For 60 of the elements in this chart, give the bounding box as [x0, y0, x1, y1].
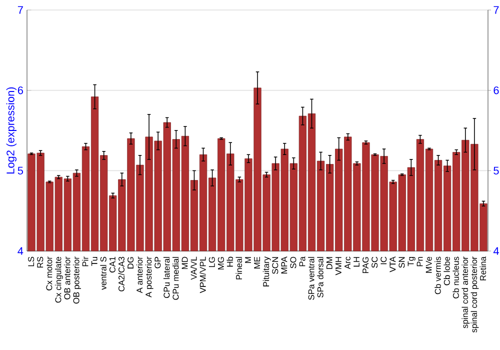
x-tick-label: ME	[254, 256, 260, 268]
x-tick-label: Cb vermis	[434, 256, 441, 294]
x-tick-label: OB anterior	[64, 256, 70, 300]
x-tick-label: IC	[380, 256, 387, 264]
x-tick-label: SO	[290, 256, 296, 268]
x-tick-label: RS	[37, 256, 44, 268]
y-tick-label: 6	[18, 86, 23, 94]
x-tick-label: VMH	[336, 257, 342, 276]
x-tick-label: DG	[128, 257, 134, 268]
x-tick-label: MVe	[426, 256, 432, 273]
x-tick-label: M	[245, 257, 251, 263]
x-tick-label: VPM/VPL	[200, 256, 206, 294]
x-tick-label: CA2/CA3	[118, 256, 124, 292]
x-tick-label: Pineal	[236, 257, 242, 280]
x-tick-label: VA/VL	[190, 256, 197, 280]
x-tick-label: VTA	[390, 256, 396, 272]
x-tick-label: ventral S	[100, 256, 106, 290]
x-tick-label: CPu lateral	[163, 257, 170, 298]
x-tick-label: SPa ventral	[308, 257, 314, 300]
x-tick-label: Tu	[91, 257, 98, 266]
x-tick-label: SN	[398, 257, 405, 268]
x-tick-label: SPa dorsal	[317, 257, 324, 298]
x-tick-label: CA1	[109, 256, 116, 272]
y2-tick-label: 7	[494, 6, 499, 14]
x-tick-label: GP	[154, 256, 161, 268]
y2-tick-label: 5	[494, 166, 499, 174]
y-axis-title: Log2 (expression)	[6, 87, 17, 174]
x-tick-label: LH	[354, 257, 360, 267]
y-tick-label: 5	[18, 166, 24, 174]
x-tick-label: PAG	[362, 257, 369, 274]
x-tick-label: Cx motor	[46, 256, 52, 290]
x-tick-label: A posterior	[145, 256, 154, 298]
x-tick-label: A anterior	[136, 256, 143, 294]
x-tick-label: Cb lobe	[444, 256, 450, 286]
x-tick-label: MD	[182, 256, 188, 269]
x-tick-label: Retina	[480, 256, 486, 280]
x-tick-label: Pituitary	[262, 256, 271, 286]
x-tick-label: spinal cord posterior	[470, 256, 479, 332]
x-tick-label: LG	[208, 257, 215, 268]
x-tick-label: Hb	[226, 256, 233, 267]
x-tick-label: OB posterior	[73, 256, 81, 304]
x-tick-label: DM	[326, 257, 332, 269]
x-tick-label: Tg	[408, 256, 416, 266]
x-tick-label: MG	[218, 257, 224, 270]
x-tick-label: Arc	[344, 256, 350, 270]
x-tick-label: MPA	[281, 256, 288, 274]
x-tick-label: Pir	[82, 256, 88, 266]
x-tick-label: SCN	[272, 257, 278, 274]
x-tick-label: Cb nucleus	[452, 256, 459, 298]
y2-tick-label: 6	[494, 86, 499, 94]
x-tick-label: CPu medial	[172, 257, 179, 300]
y2-tick-label: 4	[493, 247, 499, 255]
y-tick-label: 7	[18, 6, 23, 14]
x-tick-label: Pn	[416, 257, 423, 266]
x-tick-label: Cx cingulate	[54, 256, 63, 303]
x-tick-label: spinal cord anterior	[462, 256, 470, 328]
x-tick-label: Pa	[299, 256, 306, 266]
x-tick-label: SC	[372, 256, 378, 268]
y-tick-label: 4	[18, 247, 24, 255]
x-tick-label: LS	[28, 256, 34, 266]
